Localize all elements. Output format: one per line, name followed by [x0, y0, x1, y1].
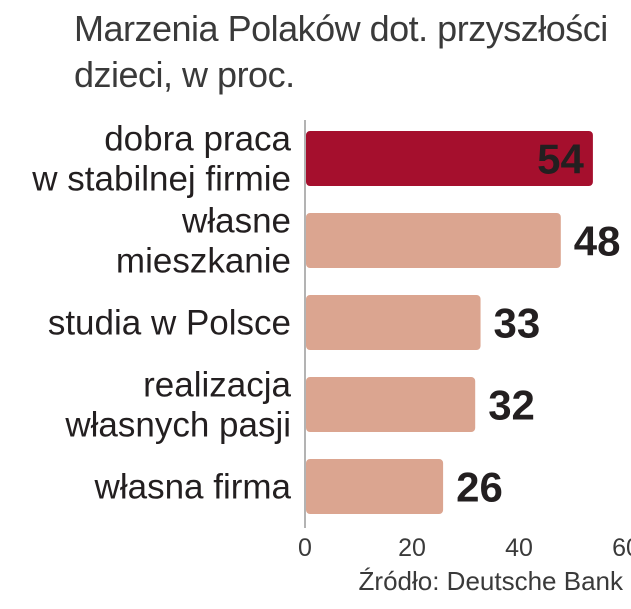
x-tick-label-3: 60 [612, 534, 631, 562]
category-label-1-0: własne [181, 202, 291, 241]
category-label-2-0: studia w Polsce [48, 304, 291, 343]
bar-3 [304, 375, 478, 434]
x-axis-ticks: 0 20 40 60 [298, 534, 631, 562]
category-label-0-1: w stabilnej firmie [31, 160, 291, 199]
chart-title: Marzenia Polaków dot. przyszłości dzieci… [74, 8, 608, 95]
bar-2 [304, 293, 483, 352]
x-tick-label-2: 40 [505, 534, 533, 562]
bars [304, 129, 595, 516]
value-labels: 54 48 33 32 26 [456, 136, 620, 511]
value-label-2: 33 [494, 300, 541, 347]
category-label-1-1: mieszkanie [116, 242, 291, 281]
x-tick-label-1: 20 [398, 534, 426, 562]
source-note: Źródło: Deutsche Bank [358, 566, 623, 596]
category-label-3-1: własnych pasji [64, 406, 291, 445]
category-label-4-0: własna firma [94, 468, 292, 507]
value-label-0: 54 [537, 136, 584, 183]
value-label-4: 26 [456, 464, 503, 511]
bar-4 [304, 457, 446, 516]
category-label-0-0: dobra praca [104, 120, 291, 159]
value-label-3: 32 [488, 382, 535, 429]
value-label-1: 48 [574, 218, 621, 265]
category-label-3-0: realizacja [143, 366, 291, 405]
x-tick-label-0: 0 [298, 534, 312, 562]
bar-1 [304, 211, 563, 270]
